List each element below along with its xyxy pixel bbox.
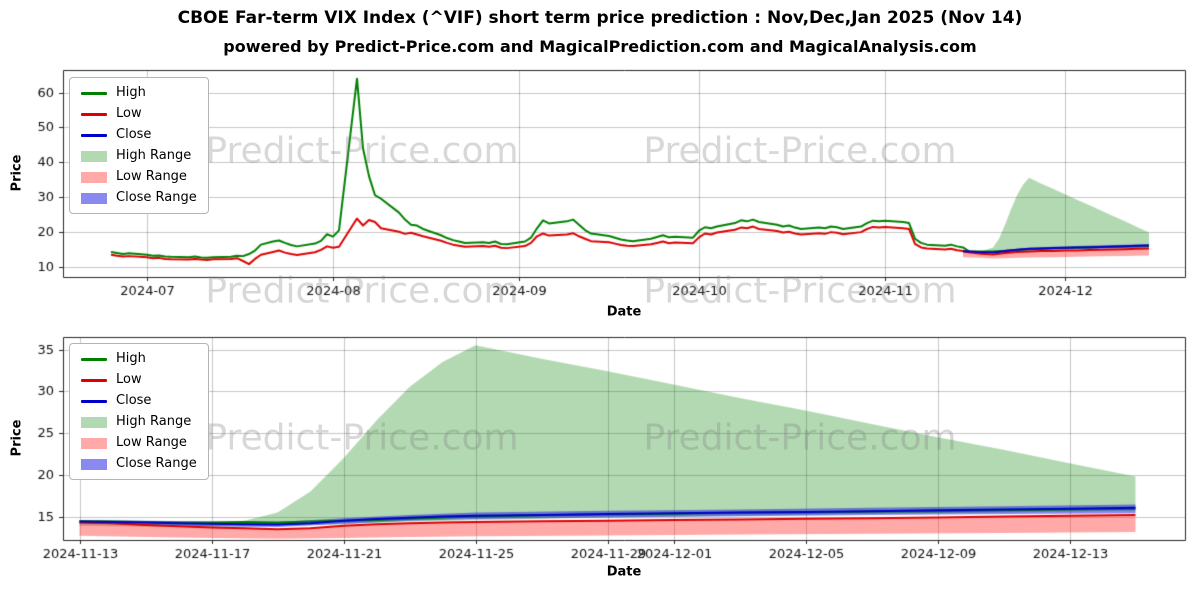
legend-patch-swatch	[81, 150, 107, 162]
legend-label: Low Range	[116, 435, 187, 450]
legend-line-swatch	[81, 133, 107, 137]
legend-item-high: High	[81, 85, 197, 101]
legend-label: High	[116, 85, 146, 100]
legend-label: Close	[116, 127, 152, 142]
legend-line-swatch	[81, 357, 107, 361]
legend-label: Low	[116, 372, 142, 387]
legend-line-swatch	[81, 112, 107, 116]
legend-item-close-range: Close Range	[81, 456, 197, 472]
legend-patch-swatch	[81, 171, 107, 183]
legend-item-low: Low	[81, 372, 197, 388]
legend-line-swatch	[81, 378, 107, 382]
legend-label: Low Range	[116, 169, 187, 184]
legend-patch-swatch	[81, 192, 107, 204]
legend-label: High Range	[116, 414, 192, 429]
legend-label: Low	[116, 106, 142, 121]
legend-item-high-range: High Range	[81, 414, 197, 430]
page-subtitle: powered by Predict-Price.com and Magical…	[223, 37, 977, 56]
x-axis-label-history: Date	[606, 304, 642, 320]
legend-line-swatch	[81, 91, 107, 95]
x-axis-label-prediction: Date	[606, 564, 642, 580]
legend-label: Close	[116, 393, 152, 408]
legend-line-swatch	[81, 399, 107, 403]
page-title: CBOE Far-term VIX Index (^VIF) short ter…	[177, 8, 1023, 28]
legend-item-close-range: Close Range	[81, 190, 197, 206]
legend-history-chart: High Low Close High Range Low Range Close Ran…	[69, 77, 209, 214]
legend-prediction-chart: High Low Close High Range Low Range Close Ran…	[69, 343, 209, 480]
legend-item-high-range: High Range	[81, 148, 197, 164]
legend-item-close: Close	[81, 393, 197, 409]
legend-item-low-range: Low Range	[81, 169, 197, 185]
legend-label: Close Range	[116, 190, 197, 205]
legend-item-low: Low	[81, 106, 197, 122]
legend-label: High	[116, 351, 146, 366]
legend-label: High Range	[116, 148, 192, 163]
legend-label: Close Range	[116, 456, 197, 471]
y-axis-label-prediction: Price	[9, 419, 25, 457]
legend-item-close: Close	[81, 127, 197, 143]
legend-item-high: High	[81, 351, 197, 367]
y-axis-label-history: Price	[9, 154, 25, 192]
legend-patch-swatch	[81, 458, 107, 470]
legend-item-low-range: Low Range	[81, 435, 197, 451]
legend-patch-swatch	[81, 416, 107, 428]
legend-patch-swatch	[81, 437, 107, 449]
